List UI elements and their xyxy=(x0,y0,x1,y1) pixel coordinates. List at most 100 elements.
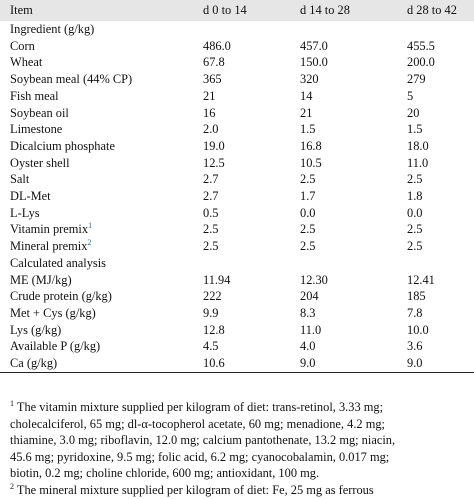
row-value xyxy=(407,255,474,272)
table-header-row: Item d 0 to 14 d 14 to 28 d 28 to 42 xyxy=(0,0,474,21)
table-row: ME (MJ/kg) 11.94 12.30 12.41 xyxy=(0,272,474,289)
header-d14-28: d 14 to 28 xyxy=(300,3,350,17)
row-value: 2.7 xyxy=(203,172,219,187)
table-row: Salt 2.7 2.5 2.5 xyxy=(0,171,474,188)
row-value: 1.8 xyxy=(407,189,423,204)
row-label-text: Vitamin premix xyxy=(10,222,89,237)
table-row: Crude protein (g/kg) 222 204 185 xyxy=(0,288,474,305)
row-label-text: Ingredient (g/kg) xyxy=(10,22,95,36)
row-value: 1.5 xyxy=(300,122,316,137)
row-label-text: Soybean meal (44% CP) xyxy=(10,72,133,87)
table-row: Met + Cys (g/kg) 9.9 8.3 7.8 xyxy=(0,305,474,322)
row-value: 2.5 xyxy=(300,172,316,187)
row-label: Limestone xyxy=(0,121,203,138)
row-value: 222 xyxy=(203,289,222,304)
row-value: 11.0 xyxy=(300,322,322,337)
header-d28-42: d 28 to 42 xyxy=(407,3,457,17)
row-label-text: Calculated analysis xyxy=(10,255,106,270)
row-value: 2.5 xyxy=(203,222,219,237)
table-row: Dicalcium phosphate 19.0 16.8 18.0 xyxy=(0,138,474,155)
table-row: Available P (g/kg) 4.5 4.0 3.6 xyxy=(0,338,474,355)
row-value: 19.0 xyxy=(203,138,225,153)
footnote-line: 45.6 mg; pyridoxine, 9.5 mg; folic acid,… xyxy=(10,449,474,466)
row-label: ME (MJ/kg) xyxy=(0,272,203,289)
row-value: 4.0 xyxy=(300,339,316,354)
row-label-text: Met + Cys (g/kg) xyxy=(10,305,96,320)
row-label: Fish meal xyxy=(0,88,203,105)
table-section-row: Calculated analysis xyxy=(0,255,474,272)
row-value: 1.5 xyxy=(407,122,423,137)
row-value: 0.0 xyxy=(300,205,316,220)
row-label: Ingredient (g/kg) xyxy=(0,21,203,38)
row-value: 4.5 xyxy=(203,339,219,354)
row-value: 7.8 xyxy=(407,305,423,320)
row-label-text: Ca (g/kg) xyxy=(10,356,58,371)
row-value: 2.5 xyxy=(407,239,423,254)
row-value: 11.94 xyxy=(203,272,231,287)
row-label: Met + Cys (g/kg) xyxy=(0,305,203,322)
row-value: 2.5 xyxy=(300,222,316,237)
row-label: Calculated analysis xyxy=(0,255,203,272)
row-label-text: Crude protein (g/kg) xyxy=(10,289,112,304)
row-label: Dicalcium phosphate xyxy=(0,138,203,155)
footnote-mark: 1 xyxy=(10,398,14,408)
row-value: 279 xyxy=(407,72,426,87)
row-label: Vitamin premix1 xyxy=(0,221,203,238)
row-value: 2.5 xyxy=(407,172,423,187)
row-value: 9.9 xyxy=(203,305,219,320)
row-label-text: Fish meal xyxy=(10,88,59,103)
row-value: 455.5 xyxy=(407,38,435,53)
footnote-text: cholecalciferol, 65 mg; dl-α-tocopherol … xyxy=(10,416,385,431)
row-label-text: Limestone xyxy=(10,122,63,137)
row-label: Corn xyxy=(0,38,203,55)
row-label: Soybean oil xyxy=(0,105,203,122)
row-value: 0.5 xyxy=(203,205,219,220)
row-label-text: Available P (g/kg) xyxy=(10,339,101,354)
row-label-text: Soybean oil xyxy=(10,105,69,120)
row-value: 2.5 xyxy=(203,239,219,254)
table-row: Soybean meal (44% CP) 365 320 279 xyxy=(0,71,474,88)
footnote-text: The mineral mixture supplied per kilogra… xyxy=(16,482,374,497)
table-row: Oyster shell 12.5 10.5 11.0 xyxy=(0,155,474,172)
footnote-line: 1 The vitamin mixture supplied per kilog… xyxy=(10,399,474,416)
row-value: 8.3 xyxy=(300,305,316,320)
row-value: 2.5 xyxy=(300,239,316,254)
row-label: Lys (g/kg) xyxy=(0,322,203,339)
row-value: 21 xyxy=(203,88,216,103)
table-row: Fish meal 21 14 5 xyxy=(0,88,474,105)
footnote-text: The vitamin mixture supplied per kilogra… xyxy=(16,400,384,414)
row-value: 150.0 xyxy=(300,55,328,70)
table-row: DL-Met 2.7 1.7 1.8 xyxy=(0,188,474,205)
row-value: 10.6 xyxy=(203,356,225,371)
row-value: 67.8 xyxy=(203,55,225,70)
row-value: 185 xyxy=(407,289,426,304)
row-value xyxy=(407,21,474,38)
row-label: Available P (g/kg) xyxy=(0,338,203,355)
footnote-text: thiamine, 3.0 mg; riboflavin, 12.0 mg; c… xyxy=(10,433,396,448)
row-label-text: Oyster shell xyxy=(10,155,70,170)
row-label: Mineral premix2 xyxy=(0,238,203,255)
row-label-text: Lys (g/kg) xyxy=(10,322,62,337)
row-value: 10.5 xyxy=(300,155,322,170)
row-label-text: Wheat xyxy=(10,55,43,70)
footnote-mark: 2 xyxy=(10,481,14,491)
row-value: 320 xyxy=(300,72,319,87)
row-value: 5 xyxy=(407,88,414,103)
footnote-line: thiamine, 3.0 mg; riboflavin, 12.0 mg; c… xyxy=(10,432,474,449)
row-label-text: Corn xyxy=(10,38,35,53)
table-row: L-Lys 0.5 0.0 0.0 xyxy=(0,205,474,222)
row-value: 2.0 xyxy=(203,122,219,137)
footnote: 1 The vitamin mixture supplied per kilog… xyxy=(10,399,474,482)
row-label-text: Dicalcium phosphate xyxy=(10,138,115,153)
row-label: DL-Met xyxy=(0,188,203,205)
row-value: 12.30 xyxy=(300,272,328,287)
footnote-link[interactable]: 2 xyxy=(87,238,92,248)
row-value: 12.41 xyxy=(407,272,435,287)
footnote-link[interactable]: 1 xyxy=(88,221,93,231)
row-value: 10.0 xyxy=(407,322,429,337)
row-label: Ca (g/kg) xyxy=(0,355,203,372)
diet-composition-table: Item d 0 to 14 d 14 to 28 d 28 to 42 Ing… xyxy=(0,0,474,373)
table-row: Ca (g/kg) 10.6 9.0 9.0 xyxy=(0,355,474,373)
header-d0-14: d 0 to 14 xyxy=(203,3,247,17)
row-label: L-Lys xyxy=(0,205,203,222)
